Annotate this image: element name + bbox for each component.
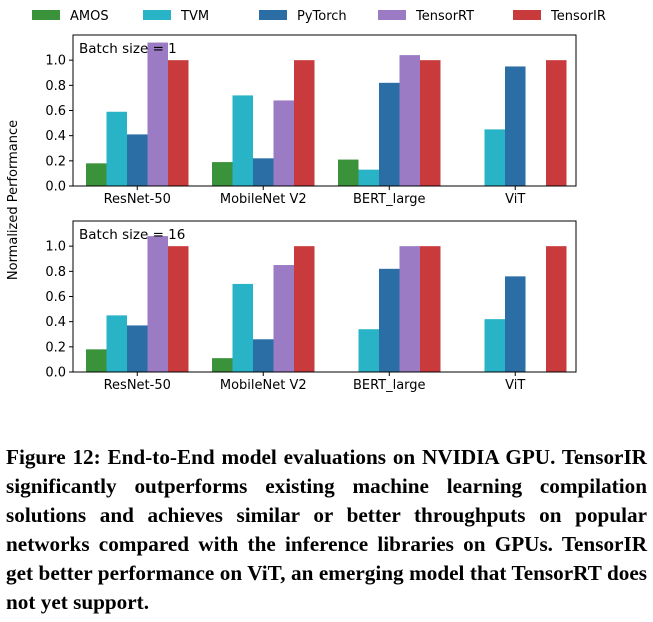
y-axis-label: Normalized Performance [6,120,21,280]
bar-amos-mobilenet-v2 [212,358,233,372]
legend-swatch-tensorrt [378,10,406,20]
bar-tvm-bert-large [358,329,379,372]
y-tick-label: 0.4 [45,129,66,144]
y-tick-label: 0.8 [45,79,66,94]
y-tick-label: 0.8 [45,265,66,280]
bar-pytorch-mobilenet-v2 [253,339,274,372]
x-tick-label: BERT_large [353,192,426,207]
bar-pytorch-bert-large [379,82,400,186]
bar-tensorrt-resnet-50 [147,236,168,372]
x-tick-label: MobileNet V2 [220,378,307,393]
legend-label-tensorrt: TensorRT [415,9,474,24]
chart-panel-batch-1: 0.0 0.2 0.4 0.6 0.8 1.0 ResNet-50 MobileNet V2 B… [45,34,577,207]
bar-amos-resnet-50 [86,163,107,186]
bar-pytorch-resnet-50 [127,134,148,186]
x-tick-label: ResNet-50 [104,192,171,207]
bar-tensorir-vit [546,246,567,372]
bar-amos-bert-large [338,159,359,186]
bar-tvm-mobilenet-v2 [232,95,253,186]
y-tick-label: 0.2 [45,340,66,355]
bar-pytorch-vit [505,276,526,372]
bar-amos-resnet-50 [86,349,107,372]
y-tick-label: 0.2 [45,154,66,169]
legend-label-pytorch: PyTorch [297,9,347,24]
y-tick-label: 1.0 [45,54,66,69]
bar-tvm-bert-large [358,169,379,186]
bar-tensorir-vit [546,60,567,186]
y-tick-label: 0.6 [45,104,66,119]
x-tick-label: ViT [505,192,525,207]
y-tick-label: 0.0 [45,180,66,195]
bar-tensorrt-mobilenet-v2 [273,100,294,186]
bar-tvm-mobilenet-v2 [232,283,253,372]
x-tick-label: ViT [505,378,525,393]
y-tick-label: 0.6 [45,290,66,305]
legend-label-tensorir: TensorIR [550,9,606,24]
chart-legend: AMOS TVM PyTorch TensorRT TensorIR [32,9,606,24]
legend-label-amos: AMOS [70,9,109,24]
legend-swatch-tensorir [513,10,541,20]
panel-title: Batch size = 16 [79,227,185,243]
bar-tensorrt-mobilenet-v2 [273,265,294,372]
x-tick-label: ResNet-50 [104,378,171,393]
legend-swatch-pytorch [259,10,287,20]
bar-tensorir-resnet-50 [168,246,189,372]
legend-label-tvm: TVM [180,9,209,24]
bar-amos-mobilenet-v2 [212,162,233,186]
bar-tensorrt-resnet-50 [147,42,168,186]
y-tick-label: 1.0 [45,240,66,255]
bar-tensorir-resnet-50 [168,60,189,186]
bar-pytorch-bert-large [379,268,400,372]
bar-pytorch-vit [505,66,526,186]
bar-tvm-resnet-50 [106,315,127,372]
x-tick-label: BERT_large [353,378,426,393]
bar-tensorrt-bert-large [399,246,420,372]
y-tick-label: 0.0 [45,366,66,381]
figure-caption: Figure 12: End-to-End model evaluations … [6,445,647,614]
bar-tensorir-bert-large [420,60,441,186]
bar-tvm-vit [484,129,505,186]
bar-pytorch-mobilenet-v2 [253,158,274,186]
x-tick-label: MobileNet V2 [220,192,307,207]
bar-tensorir-mobilenet-v2 [294,246,315,372]
bar-tvm-resnet-50 [106,111,127,186]
bar-tensorrt-bert-large [399,55,420,187]
chart-panel-batch-16: 0.0 0.2 0.4 0.6 0.8 1.0 ResNet-50 MobileNet V2 B… [45,220,577,393]
bar-tensorir-bert-large [420,246,441,372]
legend-swatch-tvm [143,10,171,20]
y-tick-label: 0.4 [45,315,66,330]
bar-tensorir-mobilenet-v2 [294,60,315,186]
legend-swatch-amos [32,10,60,20]
bar-pytorch-resnet-50 [127,325,148,372]
panel-title: Batch size = 1 [79,41,177,57]
bar-tvm-vit [484,319,505,372]
